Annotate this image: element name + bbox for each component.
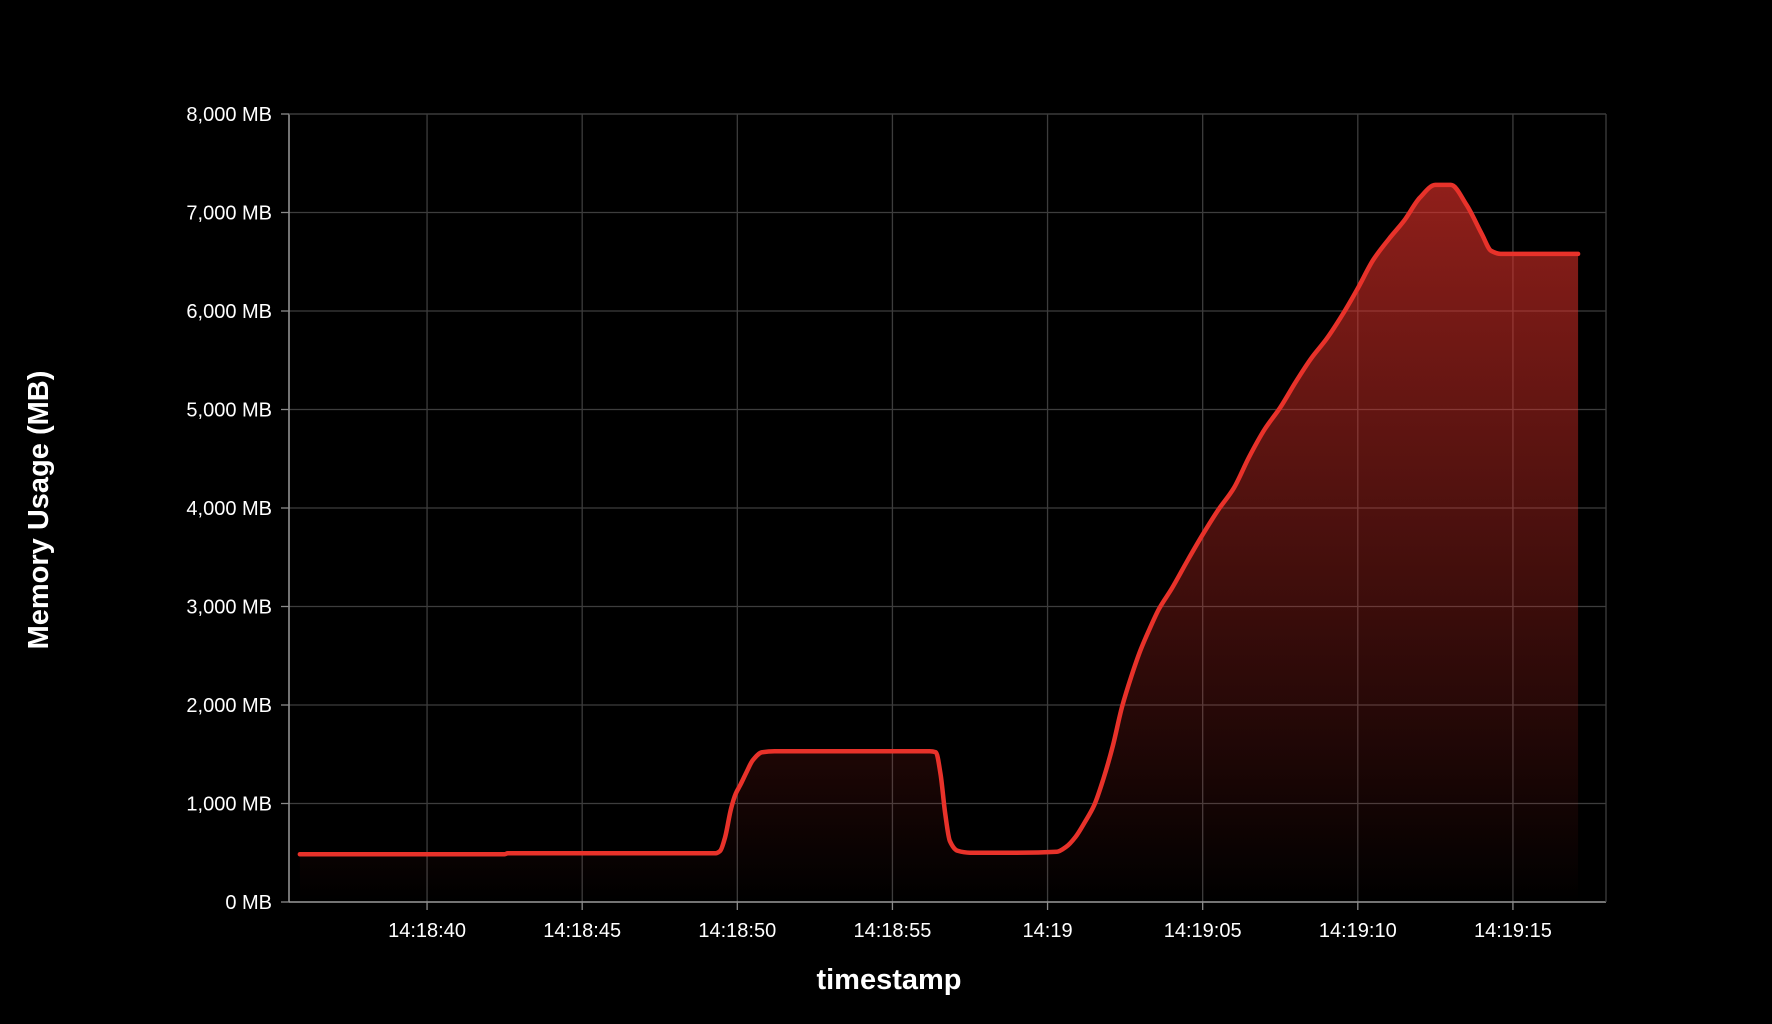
x-tick-label: 14:18:45	[543, 920, 621, 942]
memory-usage-line	[297, 182, 1581, 857]
y-tick-label: 7,000 MB	[186, 203, 272, 225]
y-tick-label: 8,000 MB	[186, 104, 272, 126]
y-tick-label: 1,000 MB	[186, 794, 272, 816]
x-axis-ticks: 14:18:40 14:18:45 14:18:50 14:18:55 14:19 14:…	[388, 902, 1552, 942]
y-axis-label: Memory Usage (MB)	[23, 371, 55, 650]
y-tick-label: 2,000 MB	[186, 695, 272, 717]
x-tick-label: 14:19:15	[1474, 920, 1552, 942]
y-axis-ticks: 0 MB 1,000 MB 2,000 MB 3,000 MB 4,000 MB 5,00…	[186, 104, 289, 914]
x-tick-label: 14:18:40	[388, 920, 466, 942]
y-tick-label: 0 MB	[225, 892, 272, 914]
x-tick-label: 14:19:05	[1164, 920, 1242, 942]
x-tick-label: 14:19	[1023, 920, 1073, 942]
x-tick-label: 14:18:55	[854, 920, 932, 942]
memory-usage-area	[299, 184, 1579, 903]
x-axis-label: timestamp	[816, 964, 961, 996]
x-tick-label: 14:18:50	[698, 920, 776, 942]
x-tick-label: 14:19:10	[1319, 920, 1397, 942]
y-tick-label: 4,000 MB	[186, 498, 272, 520]
y-tick-label: 3,000 MB	[186, 597, 272, 619]
y-tick-label: 6,000 MB	[186, 301, 272, 323]
y-tick-label: 5,000 MB	[186, 400, 272, 422]
